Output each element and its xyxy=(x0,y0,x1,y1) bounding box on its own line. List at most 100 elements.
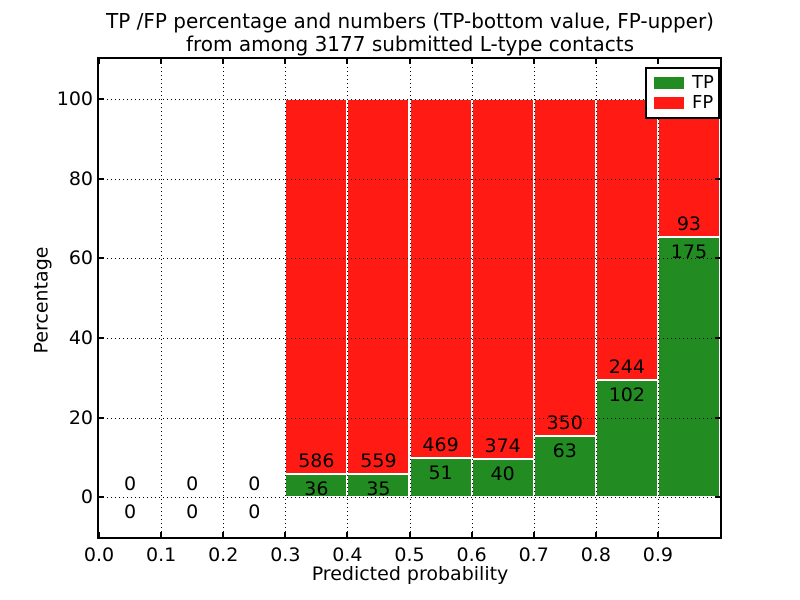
bar-segment-tp xyxy=(409,458,472,498)
gridline-horizontal xyxy=(99,497,720,499)
x-tick-label: 0.8 xyxy=(580,544,611,566)
y-tick-label: 80 xyxy=(68,167,93,190)
x-tick-label: 0.5 xyxy=(394,544,425,566)
x-tick-label: 0.2 xyxy=(208,544,239,566)
gridline-vertical xyxy=(595,59,597,537)
legend-label-tp: TP xyxy=(692,72,714,93)
bar-count-tp: 40 xyxy=(490,462,515,485)
chart-title-line1: TP /FP percentage and numbers (TP-bottom… xyxy=(106,9,714,33)
x-tick-label: 0.3 xyxy=(270,544,301,566)
bar-count-tp: 0 xyxy=(186,501,199,524)
x-tick-label: 0.4 xyxy=(332,544,363,566)
bar-count-tp: 63 xyxy=(552,440,577,463)
x-tick-mark-top xyxy=(222,59,225,64)
x-tick-mark xyxy=(408,532,411,537)
gridline-vertical xyxy=(533,59,535,537)
y-tick-mark xyxy=(99,336,104,339)
chart-title: TP /FP percentage and numbers (TP-bottom… xyxy=(99,10,721,56)
plot-area: 0 0 0 0 0 0 586 36 559 35 469 51 374 40 350 63 244 102 93 1… xyxy=(97,57,722,539)
x-tick-mark-top xyxy=(594,59,597,64)
bar-count-tp: 0 xyxy=(124,501,137,524)
gridline-vertical xyxy=(223,59,225,537)
bar-segment-tp xyxy=(471,458,534,498)
bar-segment-fp xyxy=(533,98,596,437)
x-tick-mark xyxy=(222,532,225,537)
x-tick-label: 0.7 xyxy=(518,544,549,566)
gridline-horizontal xyxy=(99,337,720,339)
bar-count-tp: 102 xyxy=(608,383,645,406)
x-tick-mark-top xyxy=(656,59,659,64)
bar-count-tp: 35 xyxy=(366,477,391,500)
gridline-horizontal xyxy=(99,258,720,260)
legend-entry-tp: TP xyxy=(654,73,718,93)
bar-count-fp: 0 xyxy=(124,473,137,496)
y-tick-label: 20 xyxy=(68,406,93,429)
bar-count-tp: 51 xyxy=(428,462,453,485)
tp-color-swatch xyxy=(654,77,684,89)
bar-count-tp: 175 xyxy=(670,241,708,264)
bar-count-fp: 586 xyxy=(298,450,335,473)
bar-segment-fp xyxy=(285,98,348,475)
x-tick-mark xyxy=(284,532,287,537)
bar-count-fp: 559 xyxy=(360,449,397,472)
bar-count-fp: 0 xyxy=(248,473,261,496)
y-tick-mark-right xyxy=(715,177,720,180)
x-axis-label: Predicted probability xyxy=(311,563,509,585)
y-tick-mark xyxy=(99,496,104,499)
x-tick-mark-top xyxy=(346,59,349,64)
y-tick-mark-right xyxy=(715,496,720,499)
legend-label-fp: FP xyxy=(692,92,714,113)
x-tick-mark-top xyxy=(284,59,287,64)
gridline-vertical xyxy=(161,59,163,537)
bar-count-fp: 469 xyxy=(422,434,459,457)
gridline-vertical xyxy=(409,59,411,537)
y-tick-mark-right xyxy=(715,336,720,339)
bar-count-fp: 0 xyxy=(186,473,199,496)
y-tick-mark xyxy=(99,97,104,100)
bar-count-tp: 0 xyxy=(248,501,261,524)
legend: TP FP xyxy=(645,67,720,119)
gridline-horizontal xyxy=(99,98,720,100)
x-tick-mark xyxy=(98,532,100,537)
y-tick-label: 40 xyxy=(68,326,93,349)
fp-color-swatch xyxy=(654,97,684,109)
gridline-horizontal xyxy=(99,417,720,419)
bar-segment-fp xyxy=(595,98,658,380)
gridline-vertical xyxy=(471,59,473,537)
bar-count-fp: 374 xyxy=(484,434,521,457)
y-tick-label: 60 xyxy=(68,247,93,270)
y-tick-label: 0 xyxy=(80,486,93,509)
gridline-vertical xyxy=(347,59,349,537)
bar-count-fp: 244 xyxy=(608,355,645,378)
x-tick-mark xyxy=(160,532,163,537)
bar-segment-tp xyxy=(657,237,720,498)
y-tick-mark-right xyxy=(715,416,720,419)
gridline-vertical xyxy=(657,59,659,537)
x-tick-label: 0.1 xyxy=(145,544,177,566)
x-tick-label: 0.9 xyxy=(642,544,673,566)
x-tick-mark xyxy=(594,532,597,537)
y-tick-label: 100 xyxy=(56,87,93,110)
legend-entry-fp: FP xyxy=(654,93,718,113)
bar-count-fp: 93 xyxy=(676,213,702,236)
chart-title-line2: from among 3177 submitted L-type contact… xyxy=(185,32,635,56)
x-tick-mark-top xyxy=(532,59,535,64)
gridline-vertical xyxy=(285,59,287,537)
bar-segment-fp xyxy=(471,98,534,459)
bar-count-fp: 350 xyxy=(546,412,583,435)
bar-segment-fp xyxy=(657,98,720,238)
y-tick-mark xyxy=(99,416,104,419)
gridline-horizontal xyxy=(99,178,720,180)
y-tick-mark xyxy=(99,177,104,180)
bar-segment-fp xyxy=(409,98,472,459)
y-axis-label: Percentage xyxy=(30,246,53,354)
x-tick-label: 0.0 xyxy=(83,544,115,566)
x-tick-mark xyxy=(470,532,473,537)
x-tick-mark-top xyxy=(160,59,163,64)
x-tick-mark xyxy=(346,532,349,537)
y-tick-mark-right xyxy=(715,257,720,260)
x-tick-mark-top xyxy=(470,59,473,64)
x-tick-mark xyxy=(656,532,659,537)
y-tick-mark xyxy=(99,257,104,260)
